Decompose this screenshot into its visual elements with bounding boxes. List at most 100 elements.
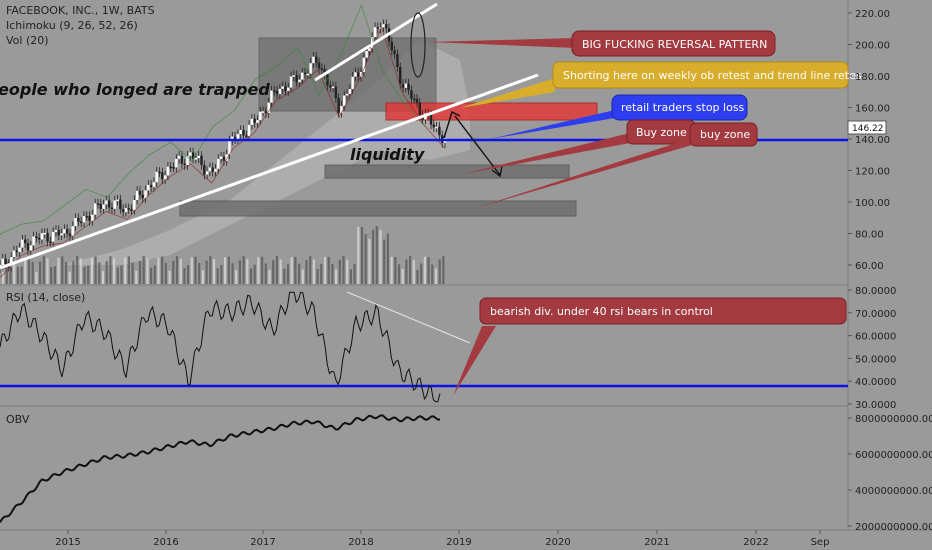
candle-body [390,41,394,51]
volume-bar [249,268,253,284]
volume-bar [150,267,153,284]
candle-body [295,75,298,83]
candle-body [32,236,35,246]
volume-bar [238,260,241,284]
volume-bar [201,270,204,284]
candle-body [183,163,186,166]
candle-body [309,63,312,74]
ichimoku-lagging-span [0,3,426,236]
candle-body [368,48,371,51]
liquidity-zone-2 [179,200,577,217]
candle-body [385,24,388,29]
candle-body [401,83,405,88]
candle-body [211,167,214,172]
candle-body [429,114,433,125]
candle-body [26,243,30,251]
time-axis[interactable]: 2015 2016 2017 2018 2019 2020 2021 2022 Sep [55,530,829,548]
candle-body [432,124,436,128]
candle-body [343,95,346,106]
candle-body [284,86,287,91]
price-axis[interactable]: 220.00 200.00 180.00 160.00 140.00 120.00 100.… [848,9,890,272]
volume-bar [235,270,238,284]
candle-body [96,203,100,205]
candle-body [239,129,242,135]
candle-body [85,216,88,218]
volume-bar [35,271,38,284]
candle-body [158,171,161,174]
candle-body [382,24,385,28]
reversal-ellipse [410,12,426,78]
volume-bar [183,267,186,284]
upper-trend-line [314,2,438,82]
volume-bar [294,256,297,284]
volume-bar [272,260,275,284]
volume-bar [135,270,138,284]
volume-bar [401,268,404,284]
time-tick: 2018 [348,537,373,548]
candle-body [82,216,86,223]
price-tick: 200.00 [855,41,890,52]
volume-bar [64,262,68,284]
candle-body [253,118,256,123]
candle-body [200,155,203,166]
buy-zone-callout-1: Buy zone [463,119,696,174]
volume-bar [94,256,97,284]
liquidity-annotation: liquidity [350,145,425,164]
candle-body [393,50,396,55]
volume-bar [320,264,323,284]
volume-bar [290,257,293,284]
volume-bar [394,257,397,284]
ichimoku-base-line [0,26,446,278]
candle-body [180,155,184,164]
candle-body [351,76,354,90]
candle-body [404,83,408,88]
volume-bar [198,262,201,284]
volume-bar [257,257,260,284]
volume-bar [9,256,12,284]
candle-body [365,50,368,58]
volume-bar [187,265,190,284]
volume-bar [335,269,338,284]
candle-body [320,68,324,70]
stop-loss-zone [385,102,598,121]
rsi-tick: 40.0000 [855,377,896,388]
volume-bar [205,260,208,284]
bearish-div-callout: bearish div. under 40 rsi bears in contr… [453,297,847,396]
candle-body [197,155,200,159]
candle-body [354,72,357,77]
volume-bar [20,266,23,284]
candle-body [29,245,32,251]
order-block-zone [258,37,437,112]
volume-bar [212,259,216,284]
volume-bar [438,259,441,284]
volume-bar [31,261,34,284]
volume-label: Vol (20) [6,34,49,47]
volume-bar [172,260,175,284]
candle-body [315,56,318,63]
candle-body [281,86,284,89]
candle-body [60,233,63,236]
volume-bar [264,263,267,284]
candle-body [233,136,237,140]
volume-bar [261,256,264,284]
candle-body [9,256,13,267]
volume-bar [13,258,16,284]
price-tick: 220.00 [855,9,890,20]
candle-body [110,207,114,209]
candle-body [438,126,441,136]
time-tick: Sep [811,537,830,548]
shorting-callout: Shorting here on weekly ob retest and tr… [460,61,862,108]
candle-body [93,203,97,215]
price-tick: 180.00 [855,72,890,83]
candle-body [345,93,349,96]
volume-bar [420,263,423,284]
candle-body [194,158,198,160]
candle-body [23,239,27,244]
candle-body [12,250,16,257]
path-arrows [443,111,503,178]
candle-body [334,86,338,99]
candle-body [186,155,189,166]
candle-body [225,154,228,161]
candle-body [18,247,21,252]
